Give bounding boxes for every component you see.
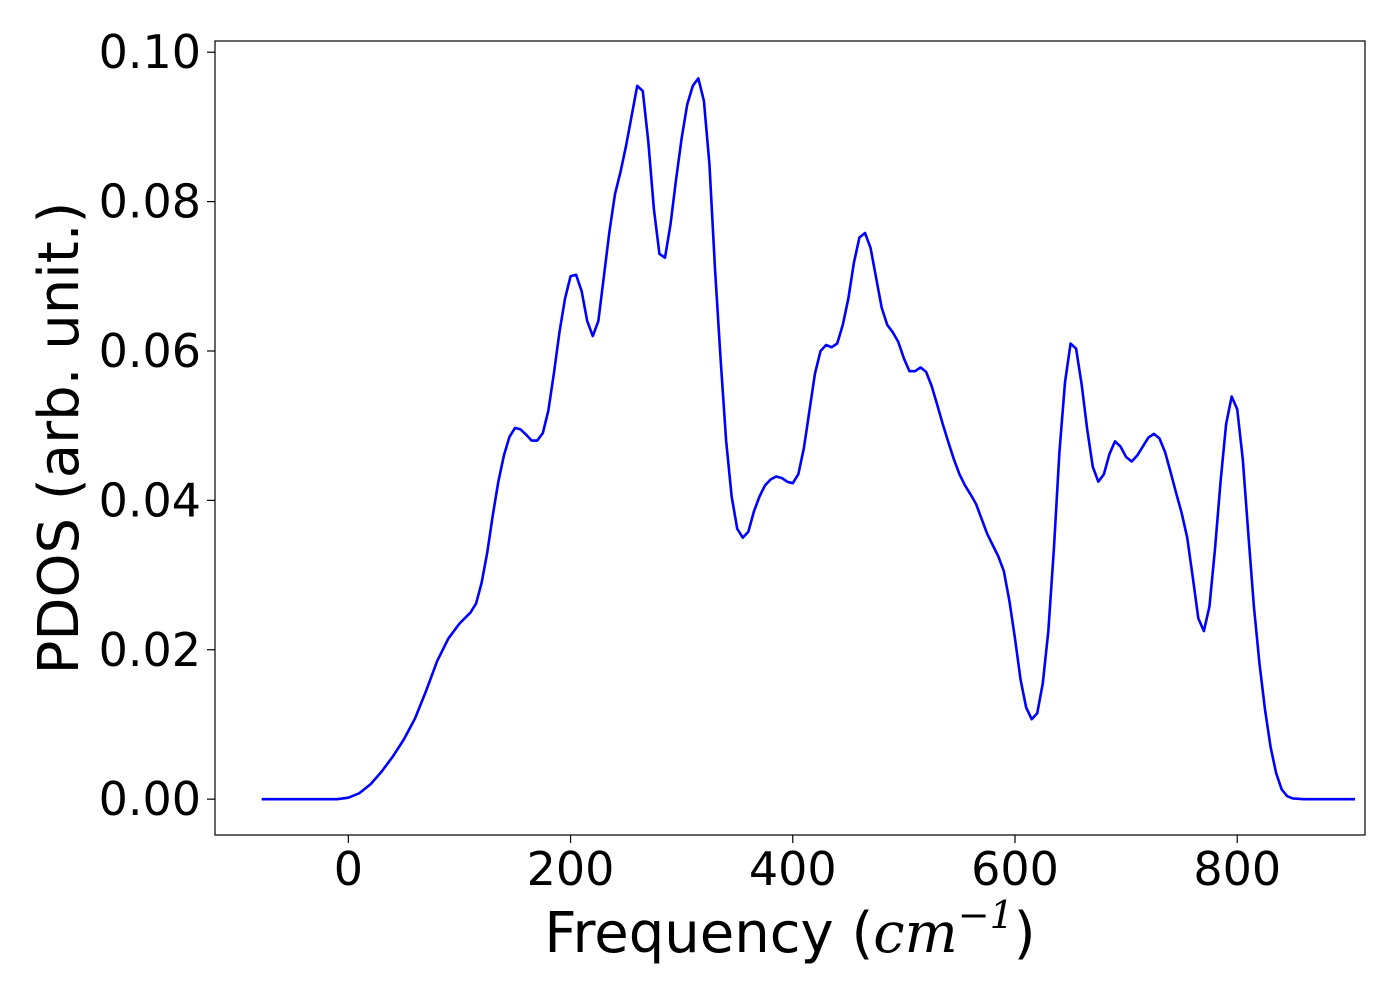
x-tick-label: 600 <box>971 842 1059 896</box>
series-layer <box>261 77 1355 801</box>
y-tick-label: 0.02 <box>99 623 201 677</box>
x-axis-label-unit: cm <box>873 901 957 966</box>
y-tick-label: 0.06 <box>99 324 201 378</box>
y-tick-label: 0.08 <box>99 175 201 229</box>
y-tick-label: 0.10 <box>99 25 201 79</box>
x-axis-label-prefix: Frequency ( <box>544 901 873 966</box>
x-axis-label-exponent: −1 <box>958 893 1014 937</box>
x-tick-label: 400 <box>749 842 837 896</box>
x-axis-label-suffix: ) <box>1014 901 1036 966</box>
x-axis-ticks: 0 200 400 600 800 <box>334 835 1281 896</box>
x-tick-label: 0 <box>334 842 363 896</box>
x-tick-label: 200 <box>527 842 615 896</box>
y-axis-label: PDOS (arb. unit.) <box>27 202 92 675</box>
plot-area-frame <box>214 40 1366 836</box>
pdos-series-line-0 <box>261 77 1355 801</box>
x-axis-label: Frequency (cm−1) <box>544 893 1035 966</box>
y-tick-label: 0.04 <box>99 473 201 527</box>
x-tick-label: 800 <box>1193 842 1281 896</box>
y-tick-label: 0.00 <box>99 772 201 826</box>
y-axis-ticks: 0.00 0.02 0.04 0.06 0.08 0.10 <box>99 25 215 826</box>
